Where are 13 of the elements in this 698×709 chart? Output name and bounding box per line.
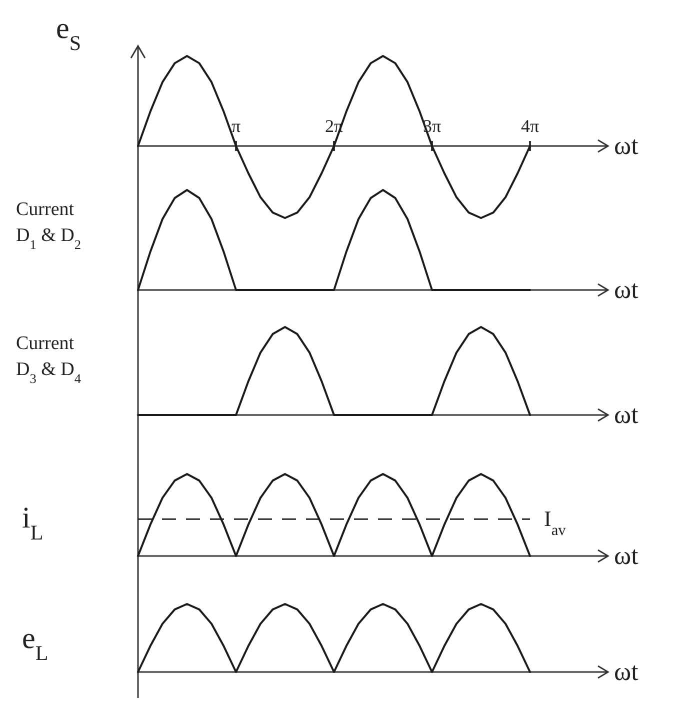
y-axis-title: e$_{S}$ — [56, 12, 82, 55]
x-axis-title: ωt — [614, 131, 640, 160]
y-axis-title: Current D$_{3}$ & D$_{4}$ — [16, 333, 82, 386]
x-axis-title: ωt — [614, 541, 640, 570]
x-axis-title: ωt — [614, 400, 640, 429]
ref-line-label: I$_{av}$ — [544, 506, 566, 539]
x-tick-label: π — [231, 116, 241, 136]
y-axis-title: e$_{L}$ — [22, 622, 48, 666]
y-axis-title: i$_{L}$ — [22, 501, 44, 544]
x-axis-title: ωt — [614, 275, 640, 304]
y-axis-title: Current D$_{1}$ & D$_{2}$ — [16, 199, 82, 252]
x-tick-label: 4π — [520, 116, 540, 136]
x-axis-title: ωt — [614, 657, 640, 686]
